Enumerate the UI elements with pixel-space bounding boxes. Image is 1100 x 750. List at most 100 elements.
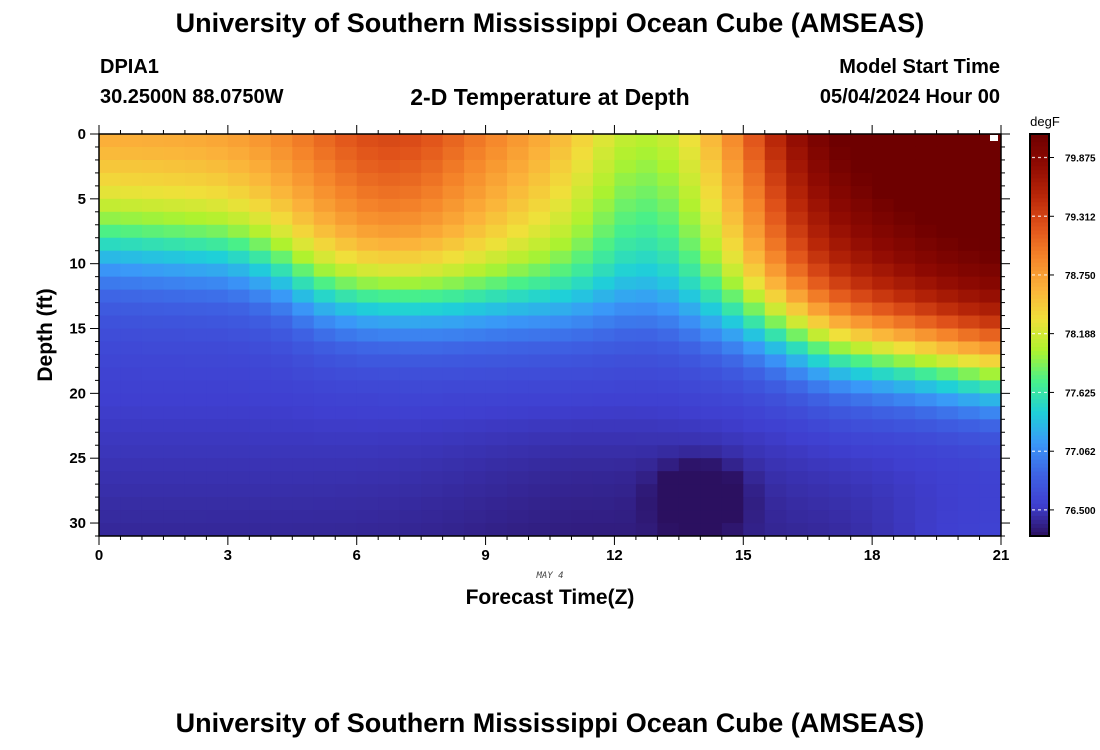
heatmap-cell bbox=[292, 458, 315, 472]
heatmap-cell bbox=[829, 341, 852, 356]
heatmap-cell bbox=[378, 419, 401, 433]
heatmap-cell bbox=[743, 302, 766, 317]
heatmap-cell bbox=[464, 146, 487, 161]
heatmap-cell bbox=[421, 211, 444, 226]
heatmap-cell bbox=[442, 172, 465, 187]
heatmap-cell bbox=[464, 302, 487, 317]
heatmap-cell bbox=[893, 445, 916, 459]
heatmap-cell bbox=[442, 419, 465, 433]
heatmap-cell bbox=[786, 354, 809, 369]
heatmap-cell bbox=[442, 341, 465, 356]
heatmap-cell bbox=[872, 276, 895, 291]
heatmap-cell bbox=[399, 302, 422, 317]
heatmap-cell bbox=[678, 406, 701, 420]
heatmap-cell bbox=[528, 341, 551, 356]
heatmap-cell bbox=[99, 289, 122, 304]
heatmap-cell bbox=[979, 315, 1001, 330]
heatmap-cell bbox=[249, 224, 272, 239]
heatmap-cell bbox=[850, 523, 873, 536]
heatmap-cell bbox=[958, 432, 981, 446]
heatmap-cell bbox=[571, 458, 594, 472]
heatmap-cell bbox=[850, 289, 873, 304]
heatmap-cell bbox=[507, 250, 530, 265]
heatmap-cell bbox=[313, 471, 336, 485]
heatmap-cell bbox=[958, 367, 981, 381]
heatmap-cell bbox=[421, 380, 444, 394]
heatmap-cell bbox=[743, 393, 766, 407]
heatmap-cell bbox=[743, 211, 766, 226]
heatmap-cell bbox=[743, 328, 766, 343]
heatmap-cell bbox=[850, 471, 873, 485]
colorbar-segment bbox=[1030, 134, 1049, 139]
heatmap-cell bbox=[184, 224, 207, 239]
heatmap-cell bbox=[421, 497, 444, 511]
heatmap-cell bbox=[313, 380, 336, 394]
heatmap-cell bbox=[807, 471, 830, 485]
heatmap-cell bbox=[700, 237, 723, 252]
heatmap-cell bbox=[915, 393, 938, 407]
heatmap-cell bbox=[507, 445, 530, 459]
heatmap-cell bbox=[614, 276, 637, 291]
heatmap-cell bbox=[184, 134, 207, 148]
heatmap-cell bbox=[657, 341, 680, 356]
heatmap-cell bbox=[120, 250, 143, 265]
heatmap-cell bbox=[206, 198, 229, 213]
heatmap-cell bbox=[141, 445, 165, 459]
heatmap-cell bbox=[550, 458, 573, 472]
heatmap-cell bbox=[206, 302, 229, 317]
heatmap-cell bbox=[657, 484, 680, 498]
heatmap-cell bbox=[657, 172, 680, 187]
colorbar-segment bbox=[1030, 154, 1049, 159]
heatmap-cell bbox=[893, 471, 916, 485]
heatmap-cell bbox=[356, 510, 379, 524]
heatmap-cell bbox=[893, 250, 916, 265]
colorbar-segment bbox=[1030, 218, 1049, 223]
heatmap-cell bbox=[270, 211, 293, 226]
heatmap-cell bbox=[872, 237, 895, 252]
heatmap-cell bbox=[292, 341, 315, 356]
heatmap-cell bbox=[979, 250, 1001, 265]
heatmap-cell bbox=[958, 289, 981, 304]
heatmap-cell bbox=[786, 289, 809, 304]
heatmap-cell bbox=[958, 328, 981, 343]
heatmap-cell bbox=[764, 172, 787, 187]
footer-title: University of Southern Mississippi Ocean… bbox=[175, 708, 925, 738]
heatmap-cell bbox=[335, 432, 358, 446]
colorbar-segment bbox=[1030, 523, 1049, 529]
heatmap-cell bbox=[335, 354, 358, 369]
heatmap-cell bbox=[120, 302, 143, 317]
heatmap-cell bbox=[421, 484, 444, 498]
heatmap-cell bbox=[571, 263, 594, 278]
heatmap-cell bbox=[292, 237, 315, 252]
heatmap-cell bbox=[120, 523, 143, 536]
heatmap-cell bbox=[507, 146, 530, 161]
heatmap-cell bbox=[356, 367, 379, 381]
heatmap-cell bbox=[829, 497, 852, 511]
heatmap-cell bbox=[936, 198, 959, 213]
heatmap-cell bbox=[313, 484, 336, 498]
heatmap-cell bbox=[614, 198, 637, 213]
heatmap-cell bbox=[99, 380, 122, 394]
heatmap-cell bbox=[571, 224, 594, 239]
heatmap-cell bbox=[313, 276, 336, 291]
heatmap-cell bbox=[958, 302, 981, 317]
heatmap-cell bbox=[872, 432, 895, 446]
heatmap-cell bbox=[936, 445, 959, 459]
heatmap-cell bbox=[120, 510, 143, 524]
heatmap-cell bbox=[356, 406, 379, 420]
heatmap-cell bbox=[700, 341, 723, 356]
heatmap-cell bbox=[743, 185, 766, 200]
heatmap-cell bbox=[807, 341, 830, 356]
heatmap-cell bbox=[700, 445, 723, 459]
heatmap-cell bbox=[206, 432, 229, 446]
heatmap-cell bbox=[678, 354, 701, 369]
y-tick-label: 30 bbox=[69, 515, 86, 532]
heatmap-cell bbox=[550, 380, 573, 394]
heatmap-cell bbox=[442, 315, 465, 330]
heatmap-cell bbox=[99, 458, 122, 472]
heatmap-cell bbox=[485, 341, 508, 356]
heatmap-cell bbox=[120, 172, 143, 187]
colorbar-segment bbox=[1030, 178, 1049, 183]
heatmap-cell bbox=[292, 315, 315, 330]
heatmap-cell bbox=[399, 458, 422, 472]
